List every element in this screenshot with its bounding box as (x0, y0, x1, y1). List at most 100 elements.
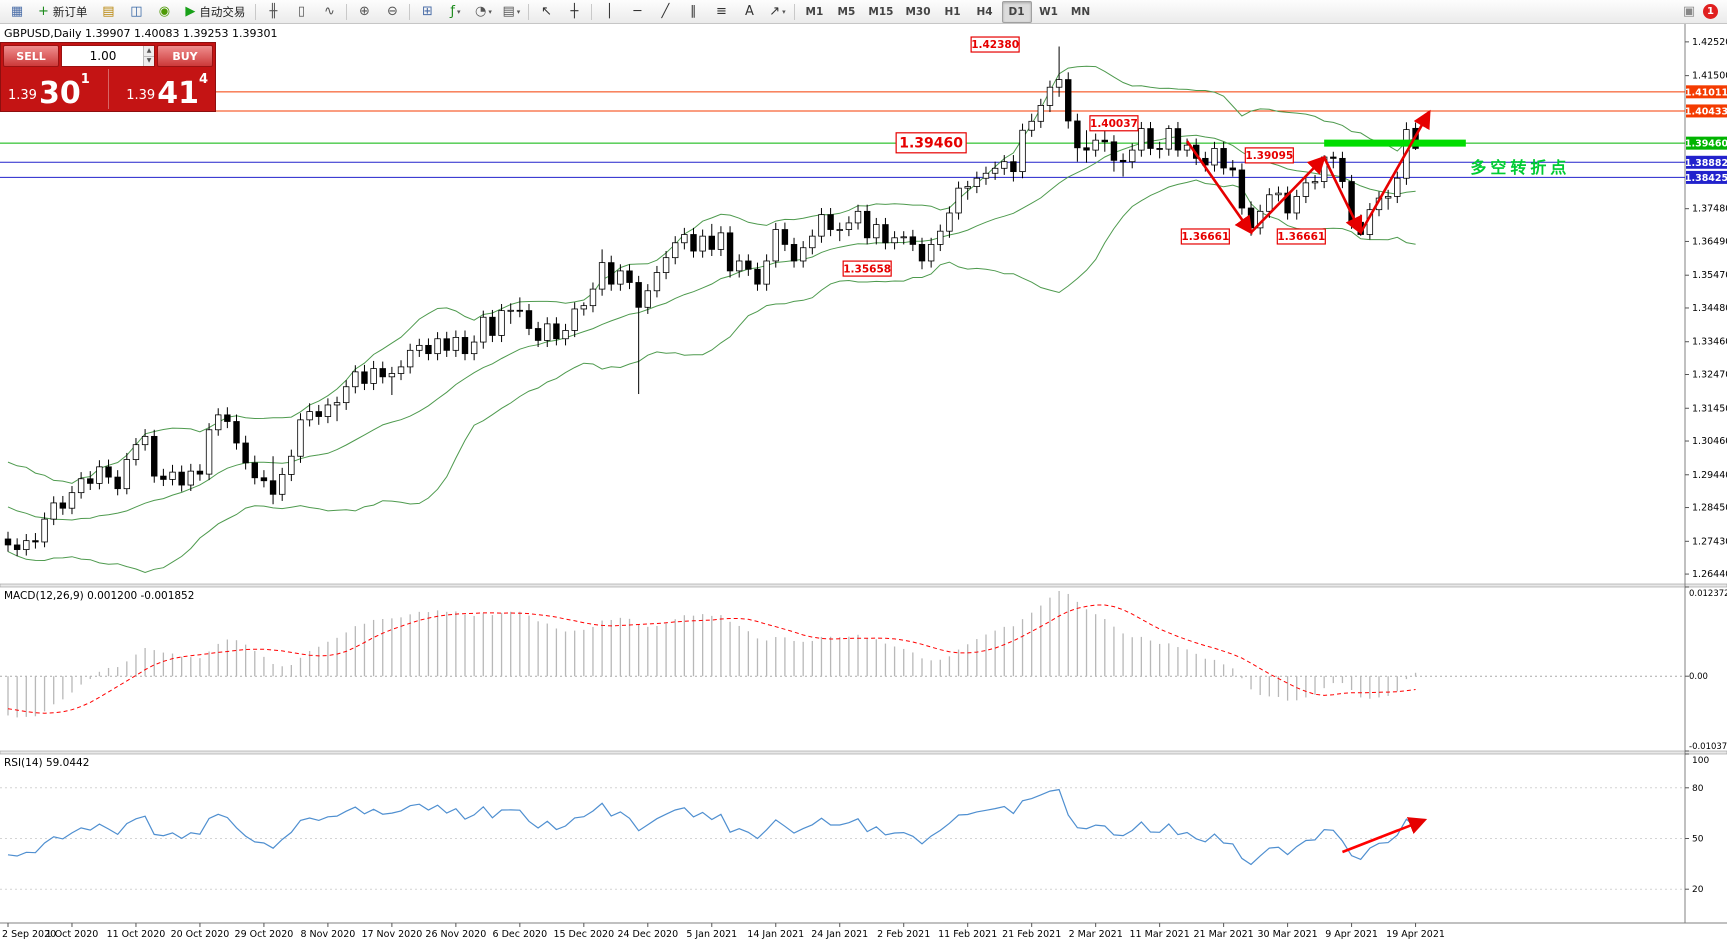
price-tag-box[interactable] (1244, 147, 1294, 164)
trend-arrow[interactable] (1359, 109, 1431, 234)
dropdown-caret-icon[interactable]: ▾ (516, 7, 521, 16)
market-watch-icon[interactable]: ◫ (123, 1, 149, 23)
buy-price-small: 1.39 (126, 88, 156, 103)
buy-button[interactable]: BUY (157, 45, 213, 67)
indicators-icon[interactable]: ƒ ▾ (442, 1, 468, 23)
profiles-icon[interactable]: ▤ (95, 1, 121, 23)
trade-prices-row: 1.39 30 1 1.39 41 4 (3, 69, 213, 109)
buy-price-sup: 4 (198, 72, 208, 87)
autotrading-button-label: 自动交易 (199, 4, 246, 19)
periods-icon[interactable]: ◔ ▾ (470, 1, 496, 23)
timeframe-m30-button[interactable]: M30 (905, 5, 931, 18)
timeframe-h4-button[interactable]: H4 (976, 5, 993, 18)
arrows-tool-icon[interactable]: ↗ ▾ (764, 1, 790, 23)
new-order-button[interactable]: + 新订单 (32, 1, 93, 23)
horizontal-line-tool-icon[interactable]: ─ (624, 1, 650, 23)
price-lines[interactable] (0, 91, 1685, 178)
timeframe-h1-button[interactable]: H1 (944, 5, 961, 18)
chart-ohlc-header: GBPUSD,Daily 1.39907 1.40083 1.39253 1.3… (4, 27, 277, 40)
profiles-icon: ▤ (102, 4, 115, 19)
date-label: 17 Nov 2020 (361, 929, 422, 940)
zoom-in-icon[interactable]: ⊕ (351, 1, 377, 23)
vertical-line-tool-icon[interactable]: │ (596, 1, 622, 23)
chart-canvas[interactable]: 1.42380 1.40037 1.39460 1.39095 1.36661 1.366… (0, 24, 1727, 941)
price-tag-box[interactable] (842, 260, 892, 277)
navigator-icon[interactable]: ◉ (151, 1, 177, 23)
zoom-out-icon[interactable]: ⊖ (379, 1, 405, 23)
macd-pane: MACD(12,26,9) 0.001200 -0.001852 0.012372… (0, 586, 1727, 752)
price-tag-label: 1.39095 (1245, 150, 1293, 162)
autotrading-button[interactable]: ▶ 自动交易 (179, 1, 251, 23)
tile-windows-icon: ⊞ (421, 4, 433, 19)
templates-icon[interactable]: ▤ ▾ (498, 1, 524, 23)
notification-badge[interactable]: 1 (1703, 4, 1718, 19)
toolbar-separator (255, 3, 257, 20)
pane-separator[interactable] (0, 750, 1727, 755)
cursor-icon[interactable]: ↖ (533, 1, 559, 23)
crosshair-icon[interactable]: ┼ (561, 1, 587, 23)
bar-chart-icon[interactable]: ╫ (260, 1, 286, 23)
sell-price-display[interactable]: 1.39 30 1 (3, 69, 108, 109)
trend-arrow[interactable] (1250, 155, 1326, 234)
date-label: 24 Dec 2020 (617, 929, 678, 940)
text-tool-icon[interactable]: A (736, 1, 762, 23)
price-scale-tick: 1.30460 (1692, 436, 1727, 447)
date-label: 24 Jan 2021 (811, 929, 868, 940)
price-scale-tick: 1.37480 (1692, 204, 1727, 215)
price-scale-highlight (1686, 155, 1727, 169)
cursor-icon: ↖ (540, 4, 552, 19)
volume-up-button[interactable]: ▲ (143, 46, 154, 56)
price-scale-highlight (1686, 85, 1727, 99)
price-tag-box[interactable] (895, 132, 967, 154)
volume-input[interactable] (62, 49, 154, 63)
community-icon: ▣ (1682, 4, 1696, 19)
timeframe-m5-button[interactable]: M5 (837, 5, 856, 18)
price-tag-label: 1.36661 (1277, 231, 1325, 243)
price-tag-box[interactable] (1276, 228, 1326, 245)
trendline-tool-icon[interactable]: ╱ (652, 1, 678, 23)
zigzag-arrows[interactable] (1185, 109, 1431, 235)
date-label: 21 Mar 2021 (1194, 929, 1254, 940)
price-tags[interactable]: 1.42380 1.40037 1.39460 1.39095 1.36661 1.366… (842, 36, 1326, 277)
date-label: 2 Mar 2021 (1069, 929, 1123, 940)
timeframe-m1-button[interactable]: M1 (805, 5, 824, 18)
dropdown-caret-icon[interactable]: ▾ (782, 7, 786, 16)
tile-windows-icon[interactable]: ⊞ (414, 1, 440, 23)
bollinger-up-band (7, 65, 1416, 484)
price-tag-label: 1.35658 (843, 263, 891, 275)
timeframe-mn-button[interactable]: MN (1070, 5, 1091, 18)
date-label: 11 Oct 2020 (107, 929, 166, 940)
volume-down-button[interactable]: ▼ (143, 55, 154, 66)
community-icon[interactable]: ▣ (1676, 1, 1702, 23)
timeframe-w1-button[interactable]: W1 (1039, 5, 1058, 18)
dropdown-caret-icon[interactable]: ▾ (488, 7, 492, 16)
fibonacci-tool-icon[interactable]: ≡ (708, 1, 734, 23)
price-scale-tick: 1.36490 (1692, 236, 1727, 247)
new-chart-icon: ▦ (10, 4, 24, 19)
price-tag-box[interactable] (1089, 115, 1139, 132)
buy-price-display[interactable]: 1.39 41 4 (107, 69, 214, 109)
dropdown-caret-icon[interactable]: ▾ (456, 7, 461, 16)
rsi-trend-arrow[interactable] (1341, 817, 1428, 854)
macd-scale-tick: 0.012372 (1689, 589, 1727, 599)
sell-button[interactable]: SELL (3, 45, 59, 67)
price-tag-label: 1.36661 (1181, 231, 1229, 243)
channel-tool-icon[interactable]: ∥ (680, 1, 706, 23)
candlestick-chart-icon: ▯ (297, 4, 305, 19)
line-chart-icon[interactable]: ∿ (316, 1, 342, 23)
pane-separator[interactable] (0, 583, 1727, 588)
timeframe-d1-button[interactable]: D1 (1001, 0, 1032, 23)
bull-bear-note[interactable]: 多空转折点 (1470, 158, 1570, 177)
trend-arrow[interactable] (1185, 140, 1253, 235)
toolbar-separator (409, 3, 411, 20)
price-scale-tick: 1.29440 (1692, 470, 1727, 481)
candlestick-chart-icon[interactable]: ▯ (288, 1, 314, 23)
timeframe-m15-button[interactable]: M15 (868, 5, 894, 18)
price-tag-box[interactable] (970, 36, 1020, 53)
price-tag-box[interactable] (1180, 228, 1230, 245)
new-chart-icon[interactable]: ▦ (4, 1, 30, 23)
price-scale-highlight (1686, 136, 1727, 150)
zoom-out-icon: ⊖ (386, 4, 398, 19)
trend-arrow[interactable] (1322, 156, 1363, 235)
